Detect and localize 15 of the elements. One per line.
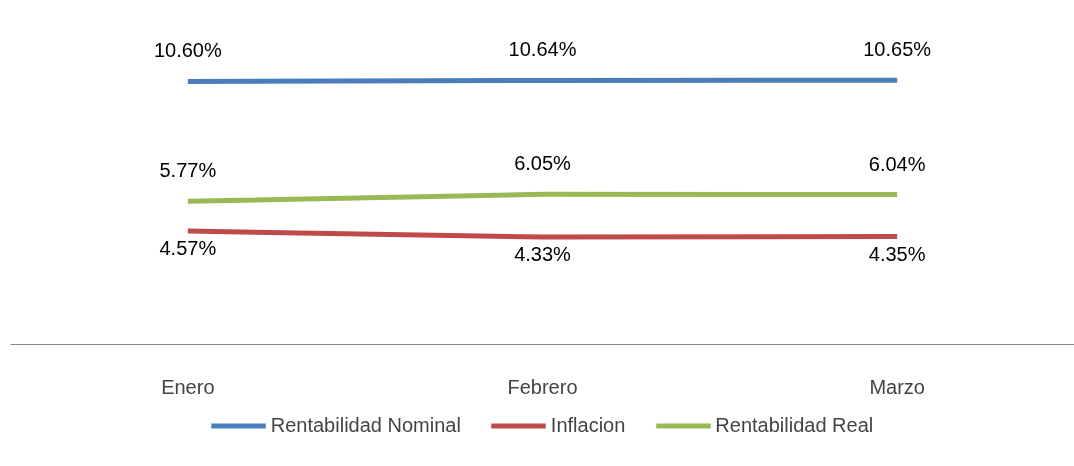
x-tick-label: Marzo bbox=[869, 375, 925, 398]
data-label: 6.04% bbox=[868, 152, 926, 175]
data-label: 10.64% bbox=[508, 38, 577, 61]
legend-label: Rentabilidad Nominal bbox=[270, 413, 461, 437]
data-label: 10.60% bbox=[153, 39, 222, 62]
x-tick-label: Enero bbox=[161, 375, 215, 398]
legend-label: Inflacion bbox=[550, 413, 626, 437]
data-label: 4.35% bbox=[868, 242, 926, 265]
data-label: 4.33% bbox=[514, 243, 572, 266]
data-label: 4.57% bbox=[159, 237, 217, 260]
legend-label: Rentabilidad Real bbox=[715, 413, 874, 437]
data-label: 10.65% bbox=[863, 38, 932, 61]
data-label: 6.05% bbox=[514, 152, 572, 175]
data-label: 5.77% bbox=[159, 159, 217, 182]
x-tick-label: Febrero bbox=[507, 375, 578, 398]
